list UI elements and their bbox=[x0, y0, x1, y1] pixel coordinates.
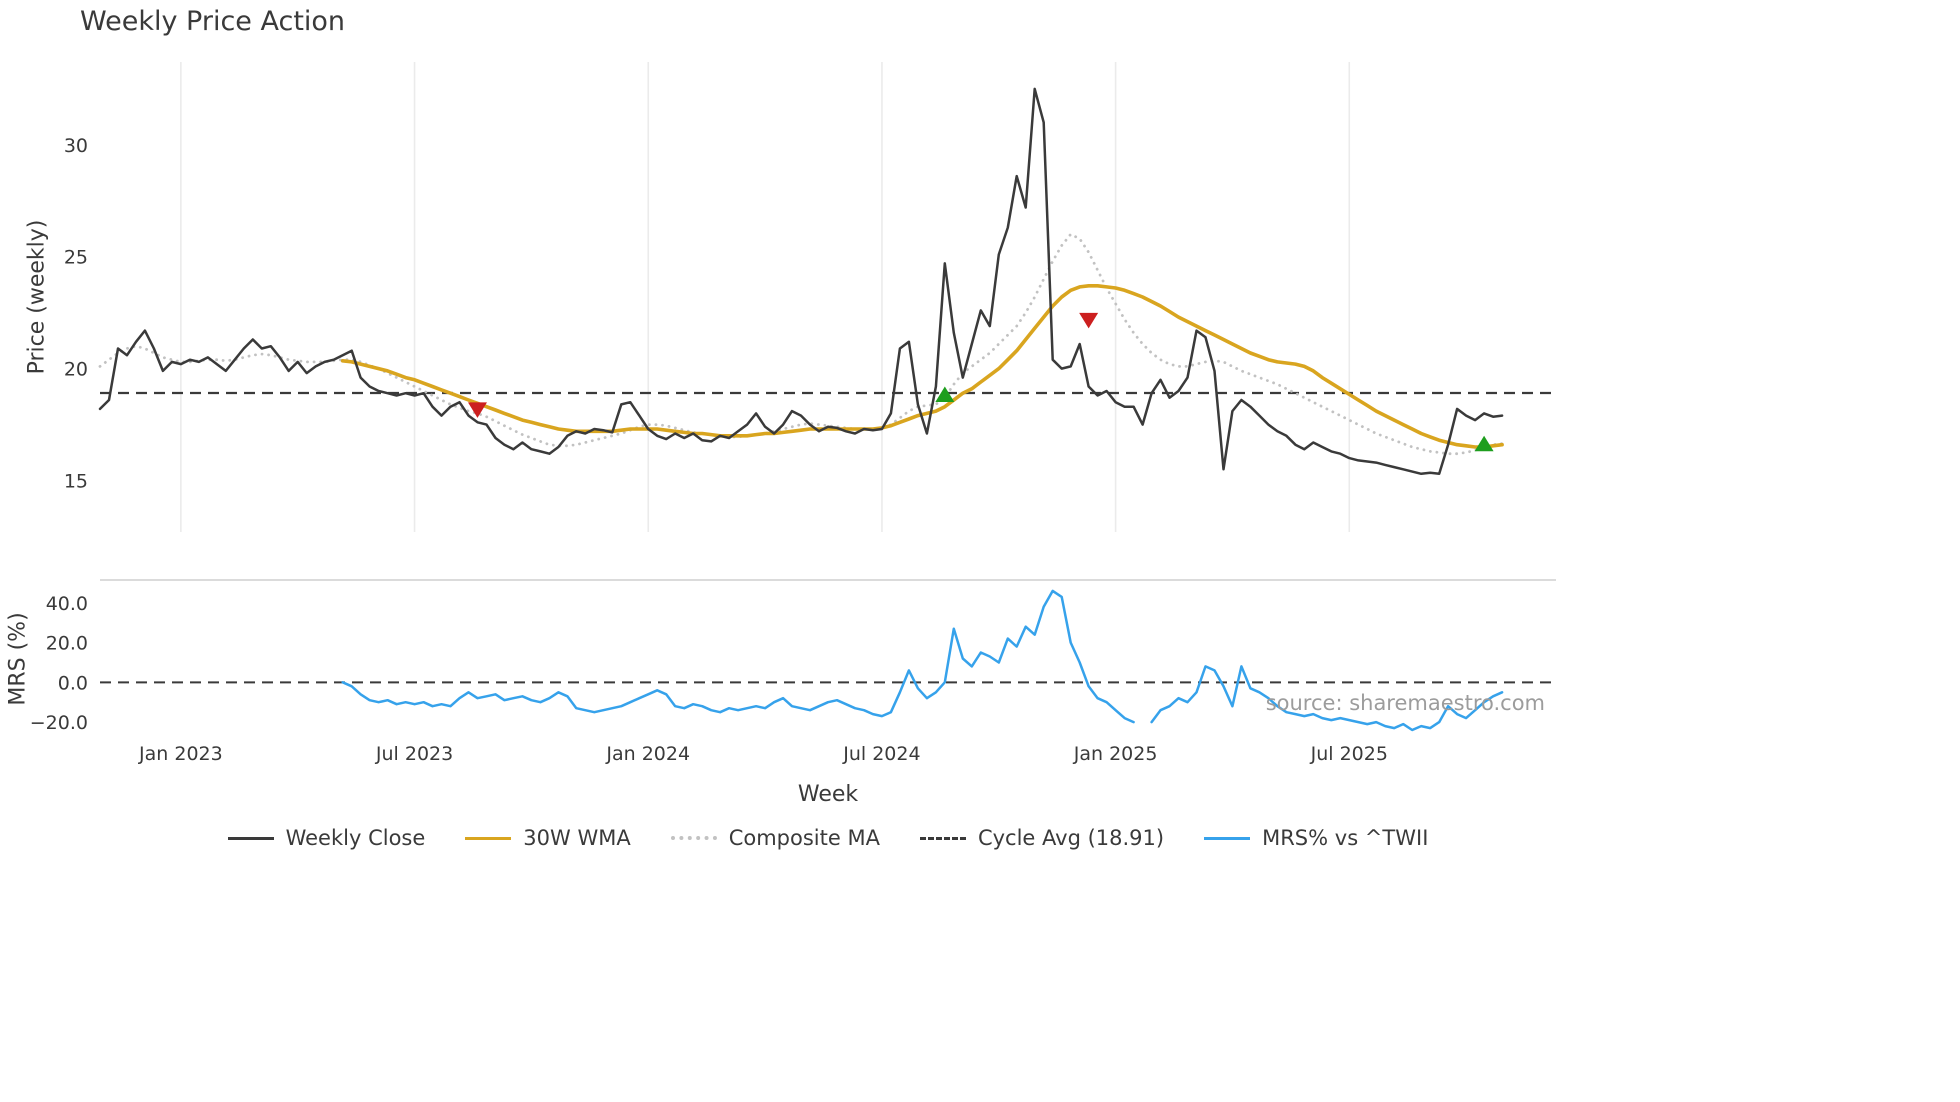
mrs-tick-label: 40.0 bbox=[46, 593, 88, 615]
legend-item: Weekly Close bbox=[227, 826, 426, 850]
series-wma30 bbox=[340, 283, 1504, 449]
legend-label: Cycle Avg (18.91) bbox=[977, 826, 1165, 850]
sell-signal-marker-icon bbox=[1079, 312, 1099, 329]
chart-title: Weekly Price Action bbox=[80, 6, 346, 37]
legend-item: Cycle Avg (18.91) bbox=[919, 826, 1165, 850]
series-weekly_close bbox=[98, 87, 1504, 476]
legend-line-sample-icon bbox=[227, 836, 274, 840]
legend-line-sample-icon bbox=[670, 836, 717, 840]
legend-line-sample-icon bbox=[919, 836, 966, 840]
mrs-axis-label: MRS (%) bbox=[5, 612, 31, 706]
x-tick-label: Jul 2024 bbox=[842, 743, 920, 765]
x-tick-label: Jul 2025 bbox=[1310, 743, 1388, 765]
series-mrs bbox=[341, 589, 1135, 724]
legend-line-sample-icon bbox=[1204, 836, 1251, 840]
price-tick-label: 25 bbox=[64, 247, 88, 269]
buy-signal-marker-icon bbox=[935, 386, 955, 402]
legend-label: 30W WMA bbox=[523, 826, 631, 850]
chart-legend: Weekly Close 30W WMA Composite MA Cycle Avg… bbox=[100, 826, 1556, 850]
price-tick-label: 30 bbox=[64, 135, 88, 157]
mrs-tick-label: 20.0 bbox=[46, 633, 88, 655]
price-axis-label: Price (weekly) bbox=[24, 219, 50, 375]
price-tick-label: 20 bbox=[64, 359, 88, 381]
watermark-text: source: sharemaestro.com bbox=[1265, 691, 1545, 715]
legend-item: 30W WMA bbox=[465, 826, 631, 850]
series-composite_ma bbox=[98, 232, 1504, 456]
legend-label: MRS% vs ^TWII bbox=[1262, 826, 1429, 850]
price-tick-label: 15 bbox=[64, 471, 88, 493]
legend-label: Weekly Close bbox=[285, 826, 426, 850]
legend-line-sample-icon bbox=[465, 836, 512, 840]
mrs-tick-label: −20.0 bbox=[30, 712, 88, 734]
series-mrs bbox=[1150, 665, 1504, 732]
legend-item: MRS% vs ^TWII bbox=[1204, 826, 1428, 850]
buy-signal-marker-icon bbox=[1474, 435, 1494, 452]
x-tick-label: Jan 2025 bbox=[1073, 743, 1158, 765]
legend-item: Composite MA bbox=[670, 826, 880, 850]
x-axis-label: Week bbox=[797, 782, 859, 807]
sell-signal-marker-icon bbox=[467, 402, 487, 418]
legend-label: Composite MA bbox=[728, 826, 880, 850]
mrs-tick-label: 0.0 bbox=[58, 672, 88, 694]
x-tick-label: Jan 2024 bbox=[605, 743, 690, 765]
x-tick-label: Jan 2023 bbox=[138, 743, 223, 765]
x-tick-label: Jul 2023 bbox=[375, 743, 453, 765]
